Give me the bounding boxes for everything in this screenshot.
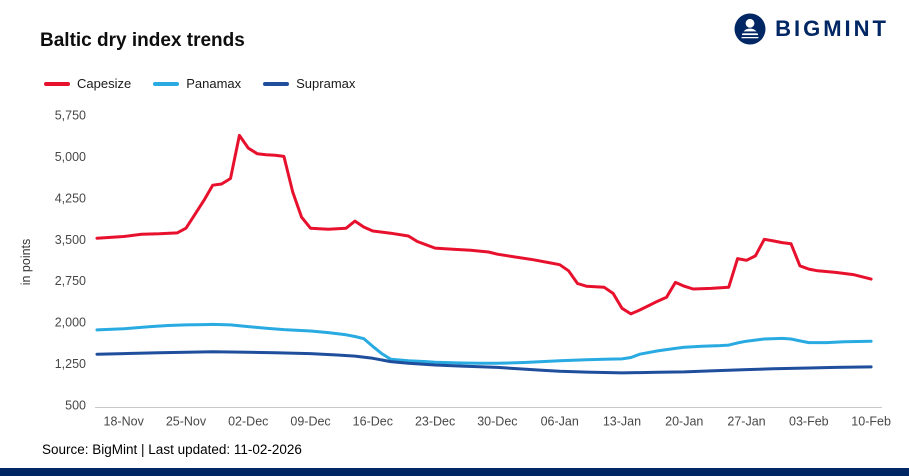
x-tick-label: 06-Jan	[541, 415, 579, 429]
x-tick-label: 03-Feb	[789, 415, 829, 429]
bottom-accent-bar	[0, 468, 909, 476]
source-text: Source: BigMint | Last updated: 11-02-20…	[42, 442, 302, 457]
x-tick-label: 20-Jan	[665, 415, 703, 429]
legend-label-supramax: Supramax	[296, 76, 356, 91]
legend-label-panamax: Panamax	[186, 76, 242, 91]
legend-item-supramax[interactable]: Supramax	[263, 76, 355, 91]
x-tick-label: 10-Feb	[851, 415, 891, 429]
chart-title: Baltic dry index trends	[40, 30, 245, 51]
x-tick-label: 16-Dec	[353, 415, 393, 429]
series-line-supramax	[95, 350, 873, 375]
x-tick-label: 13-Jan	[603, 415, 641, 429]
series-line-capesize	[95, 133, 873, 316]
x-tick-label: 09-Dec	[290, 415, 330, 429]
y-tick-label: 5,750	[55, 109, 86, 123]
x-tick-label: 25-Nov	[166, 415, 207, 429]
y-tick-label: 2,000	[55, 316, 86, 330]
y-tick-label: 1,250	[55, 357, 86, 371]
legend-swatch-capesize	[44, 81, 70, 86]
x-tick-label: 23-Dec	[415, 415, 455, 429]
chart-legend: Capesize Panamax Supramax	[44, 76, 355, 91]
y-axis-title: in points	[19, 239, 33, 286]
bigmint-logo: BIGMINT	[733, 12, 889, 46]
y-tick-label: 2,750	[55, 274, 86, 288]
x-tick-label: 27-Jan	[727, 415, 765, 429]
y-tick-label: 500	[65, 399, 86, 413]
legend-swatch-panamax	[153, 81, 180, 86]
y-tick-label: 4,250	[55, 191, 86, 205]
x-tick-label: 18-Nov	[104, 415, 145, 429]
y-tick-label: 3,500	[55, 233, 86, 247]
y-tick-label: 5,000	[55, 150, 86, 164]
bigmint-person-icon	[734, 13, 766, 45]
legend-label-capesize: Capesize	[77, 76, 132, 91]
series-line-panamax	[95, 322, 873, 365]
legend-swatch-supramax	[263, 81, 290, 86]
x-tick-label: 30-Dec	[477, 415, 517, 429]
x-tick-label: 02-Dec	[228, 415, 268, 429]
legend-item-capesize[interactable]: Capesize	[44, 76, 131, 91]
legend-item-panamax[interactable]: Panamax	[153, 76, 241, 91]
bigmint-logo-text: BIGMINT	[775, 16, 889, 41]
